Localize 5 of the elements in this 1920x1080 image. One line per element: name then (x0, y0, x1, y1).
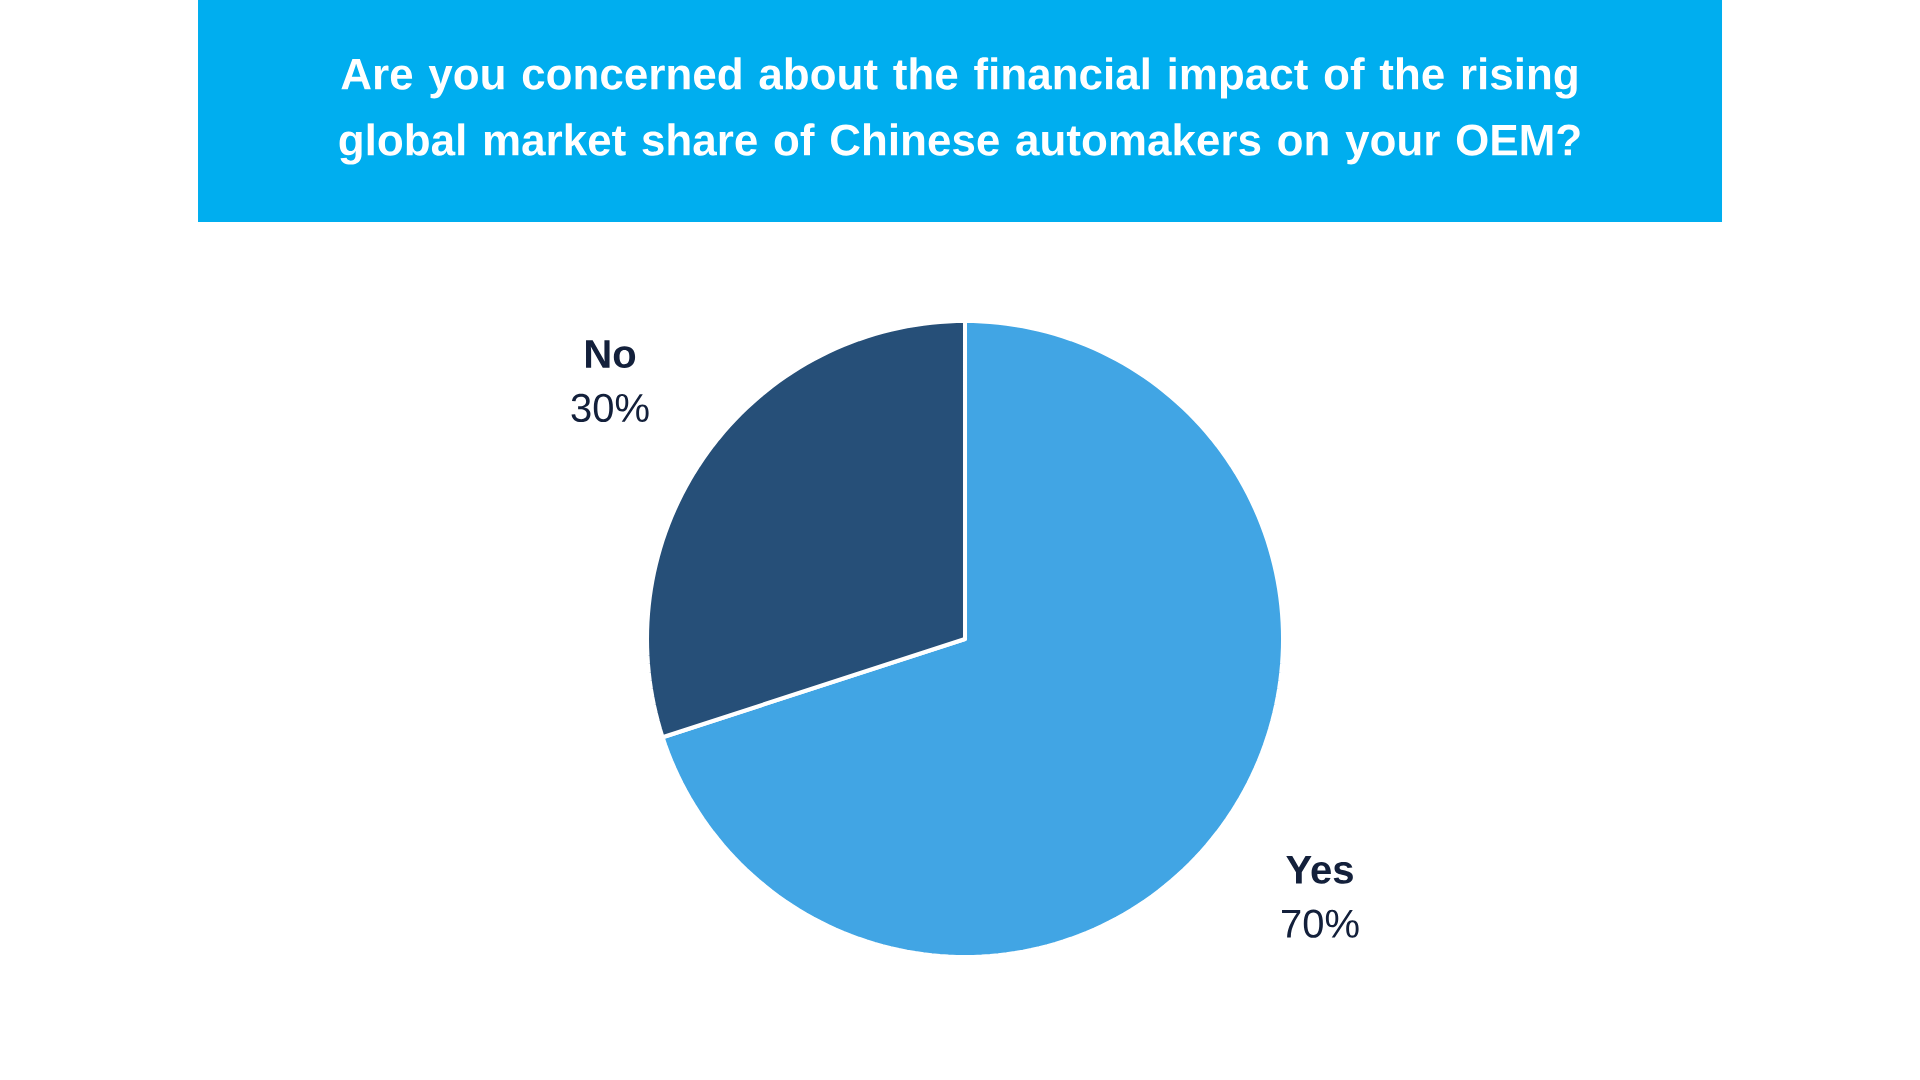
slice-label: No (586, 340, 636, 369)
data-label: 30% (571, 393, 649, 423)
chart-title: Are you concerned about the financial impact of the rising global market share of Chinese automakers on your OEM? (339, 57, 1580, 165)
data-label: 70% (1282, 909, 1359, 938)
slice-label: Yes (1286, 855, 1353, 884)
